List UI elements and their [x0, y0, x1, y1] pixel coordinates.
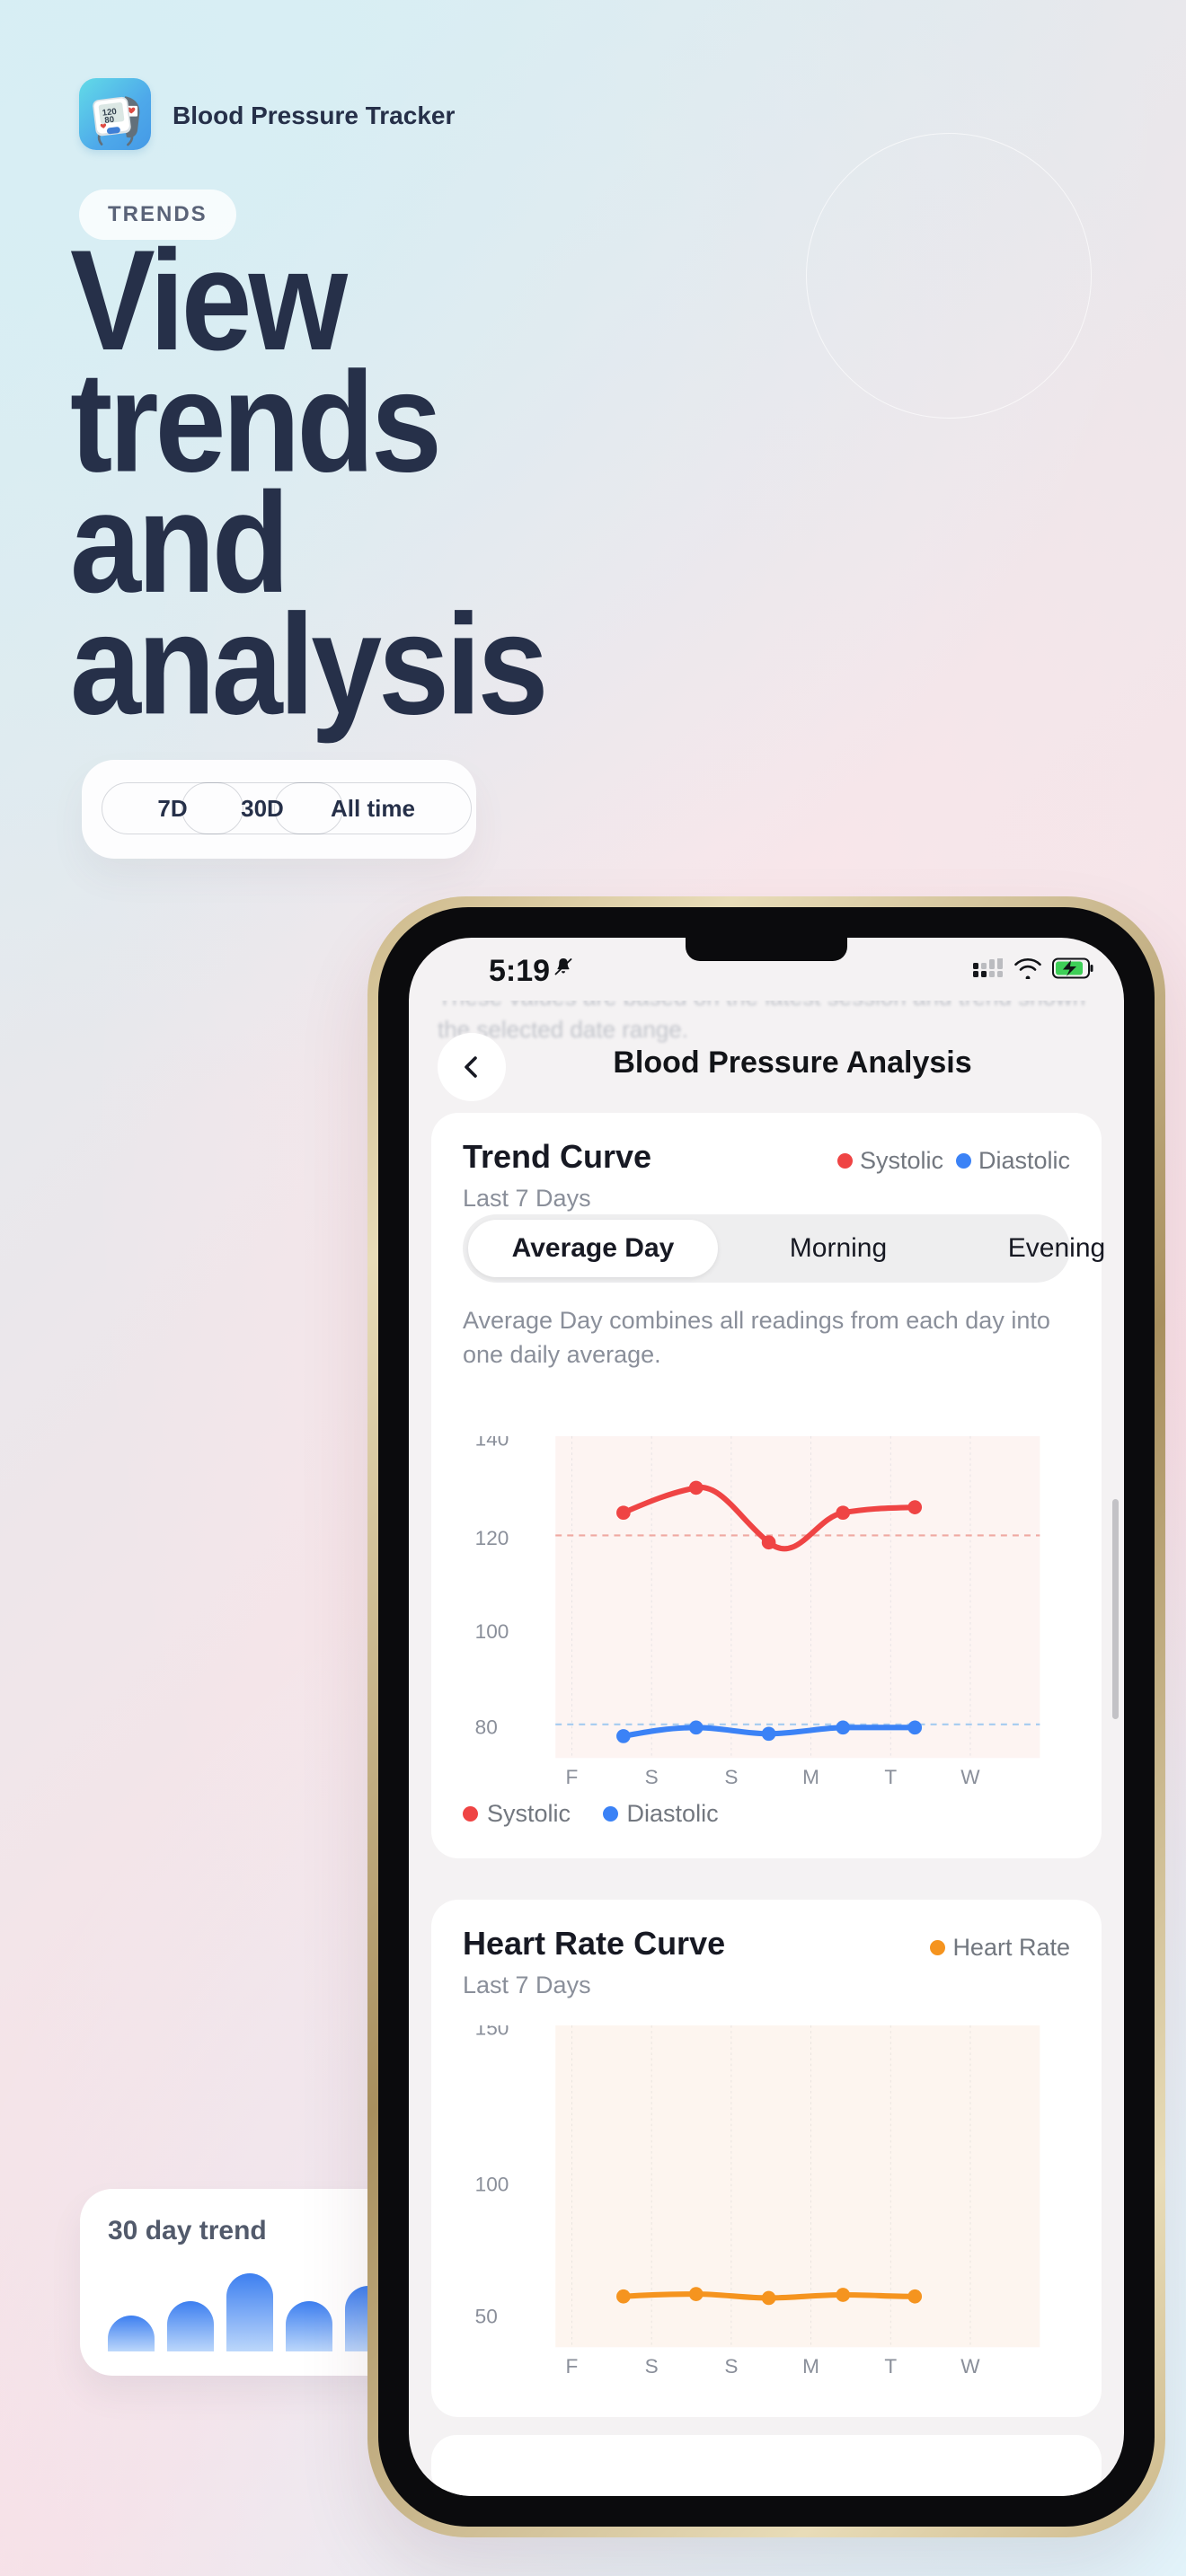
svg-text:S: S	[724, 1766, 738, 1788]
svg-text:T: T	[884, 1766, 897, 1788]
svg-text:140: 140	[475, 1436, 509, 1450]
svg-text:T: T	[884, 2355, 897, 2378]
svg-text:50: 50	[475, 2305, 498, 2327]
svg-text:W: W	[960, 1766, 980, 1788]
svg-text:S: S	[724, 2355, 738, 2378]
svg-text:M: M	[802, 1766, 819, 1788]
svg-text:80: 80	[475, 1716, 498, 1738]
svg-text:S: S	[645, 1766, 659, 1788]
svg-text:F: F	[566, 1766, 579, 1788]
svg-text:M: M	[802, 2355, 819, 2378]
svg-text:100: 100	[475, 2173, 509, 2195]
svg-text:F: F	[566, 2355, 579, 2378]
svg-text:150: 150	[475, 2025, 509, 2039]
svg-text:S: S	[645, 2355, 659, 2378]
svg-text:120: 120	[475, 1527, 509, 1549]
svg-text:100: 100	[475, 1620, 509, 1643]
svg-text:W: W	[960, 2355, 980, 2378]
